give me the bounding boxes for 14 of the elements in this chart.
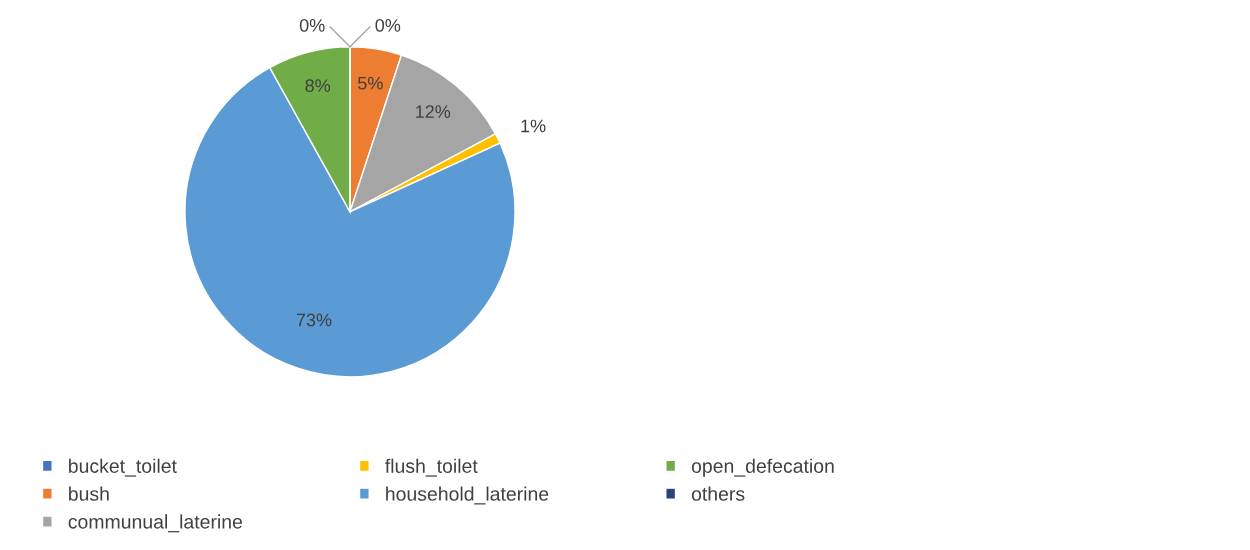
data-label: 73% — [296, 313, 332, 327]
legend-label: bucket_toilet — [69, 458, 177, 477]
legend-label: bush — [69, 486, 109, 501]
legend-label: open_defecation — [691, 458, 834, 477]
data-label: 12% — [416, 105, 451, 118]
text: 0% — [299, 19, 325, 32]
legend-label: household_laterine — [386, 486, 549, 505]
legend-label: others — [691, 486, 745, 501]
data-label: 5% — [358, 76, 383, 90]
legend-label: flush_toilet — [385, 458, 478, 477]
legend-label: communual_laterine — [68, 514, 243, 533]
data-label: 8% — [305, 79, 331, 93]
text: 0% — [375, 19, 401, 32]
data-label: 1% — [521, 119, 546, 133]
